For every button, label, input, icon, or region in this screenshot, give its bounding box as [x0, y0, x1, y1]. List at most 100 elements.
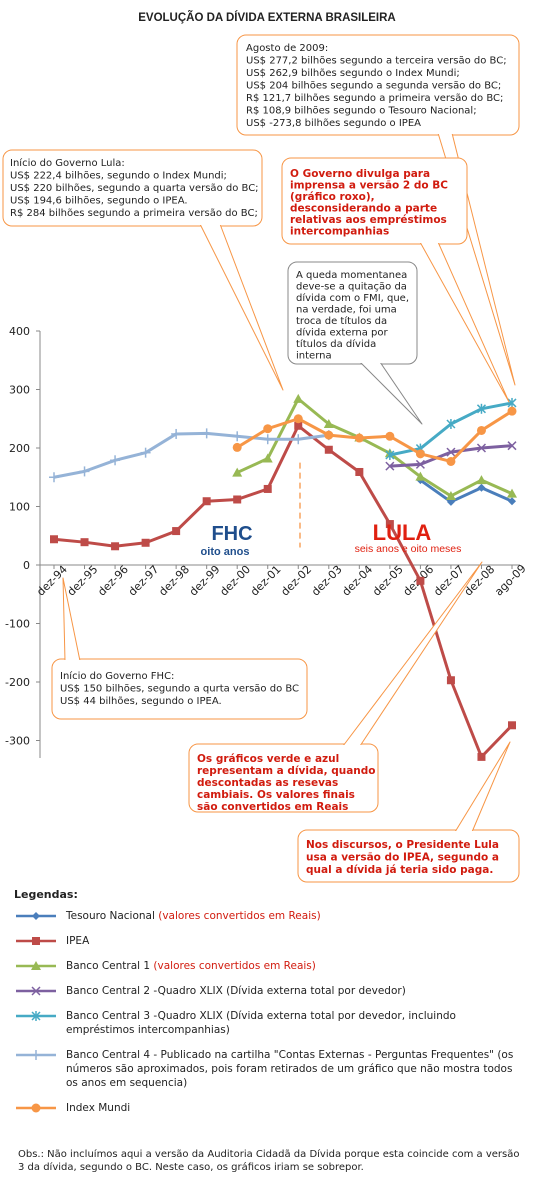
- callout-line: US$ 204 bilhões segundo a segunda versão…: [246, 81, 501, 92]
- legend-label: Banco Central 3 -Quadro XLIX (Dívida ext…: [66, 1010, 456, 1036]
- callout-line: qual a dívida já teria sido paga.: [306, 864, 493, 876]
- x-tick-label: dez-99: [187, 563, 223, 599]
- data-point: [446, 456, 456, 466]
- x-tick-label: dez-05: [370, 563, 406, 599]
- callout-line: US$ 277,2 bilhões segundo a terceira ver…: [246, 56, 507, 67]
- legend-marker: [31, 961, 41, 970]
- callout-line: dívida com o FMI, que,: [296, 292, 409, 304]
- x-tick-label: dez-03: [309, 563, 345, 599]
- data-point: [141, 538, 150, 547]
- data-point: [385, 431, 395, 441]
- legend-title: Legendas:: [14, 888, 78, 901]
- data-point: [476, 443, 486, 453]
- callout-fill: [299, 831, 518, 881]
- series-2: [232, 393, 517, 500]
- callout-agosto: Agosto de 2009: US$ 277,2 bilhões segundo…: [236, 34, 520, 386]
- callout-line: títulos da dívida: [296, 338, 376, 350]
- callout-line: troca de títulos da: [296, 315, 387, 327]
- data-point: [233, 495, 242, 504]
- data-point: [446, 419, 456, 430]
- data-point: [508, 497, 516, 506]
- legend-swatch: [16, 1103, 56, 1113]
- data-point: [110, 455, 121, 466]
- data-point: [232, 442, 242, 452]
- callout-line: US$ 194,6 bilhões, segundo o IPEA.: [10, 196, 188, 207]
- debt-evolution-chart: EVOLUÇÃO DA DÍVIDA EXTERNA BRASILEIRA 40…: [2, 11, 529, 883]
- legend-label: IPEA: [66, 935, 90, 947]
- callout-line: descontadas as resevas: [197, 777, 338, 789]
- series-line: [236, 397, 513, 498]
- data-point: [293, 434, 304, 445]
- data-point: [323, 419, 334, 429]
- data-point: [232, 431, 243, 442]
- data-point: [263, 424, 273, 434]
- x-tick-label: dez-96: [95, 563, 131, 599]
- callout-fill: [190, 745, 377, 811]
- data-point: [385, 461, 395, 471]
- data-point: [476, 475, 487, 485]
- legend-item: IPEA: [14, 934, 524, 948]
- x-tick-label: dez-00: [217, 563, 253, 599]
- callout-line: interna: [296, 351, 332, 362]
- data-point: [294, 421, 303, 430]
- legend-swatch: [16, 912, 56, 920]
- legend-item: Banco Central 3 -Quadro XLIX (Dívida ext…: [14, 1009, 524, 1037]
- obs-note: Obs.: Não incluímos aqui a versão da Aud…: [18, 1149, 520, 1173]
- x-tick-label: dez-04: [340, 563, 376, 599]
- data-point: [385, 520, 394, 529]
- callout-line: imprensa a versão 2 do BC: [290, 180, 448, 192]
- data-point: [201, 428, 212, 439]
- x-tick-label: dez-97: [126, 563, 162, 599]
- y-tick-label: 300: [9, 384, 30, 397]
- series-5: [49, 428, 334, 483]
- series-0: [416, 476, 516, 506]
- callout-fhc-start: Início do Governo FHC: US$ 150 bilhões, s…: [51, 577, 308, 720]
- data-point: [49, 472, 59, 483]
- legend-label: Index Mundi: [66, 1102, 131, 1114]
- data-point: [354, 433, 364, 443]
- callout-line: cambiais. Os valores finais: [197, 789, 355, 801]
- legend-swatch: [16, 986, 56, 996]
- callout-fill: [53, 660, 306, 718]
- legend-marker: [31, 986, 41, 996]
- data-point: [263, 484, 272, 493]
- callout-line: Agosto de 2009:: [246, 43, 328, 54]
- data-point: [507, 397, 517, 408]
- callout-line: representam a dívida, quando: [197, 765, 376, 777]
- data-point: [445, 490, 456, 500]
- y-tick-label: -100: [5, 618, 30, 631]
- legend-note: (valores convertidos em Reais): [150, 960, 316, 972]
- lula-label: LULA: [373, 520, 432, 545]
- data-point: [111, 542, 120, 551]
- callout-pointer: [199, 223, 284, 391]
- callout-line: dívida externa por: [296, 327, 388, 339]
- x-tick-label: dez-01: [248, 563, 284, 599]
- y-tick-label: -300: [5, 735, 30, 748]
- callout-line: Início do Governo Lula:: [10, 157, 125, 169]
- data-point: [324, 445, 333, 454]
- callout-fill: [289, 263, 416, 363]
- callout-line: usa a versão do IPEA, segundo a: [306, 852, 499, 864]
- data-point: [446, 447, 456, 457]
- series-line: [236, 409, 513, 463]
- data-point: [476, 403, 486, 414]
- data-point: [477, 483, 486, 492]
- data-point: [262, 434, 273, 445]
- callout-line: Os gráficos verde e azul: [197, 753, 339, 765]
- callout-line: são convertidos em Reais: [197, 801, 348, 813]
- callout-line: R$ 121,7 bilhões segundo a primeira vers…: [246, 93, 503, 104]
- legend-marker: [31, 1050, 41, 1060]
- callout-line: R$ 108,9 bilhões segundo o Tesouro Nacio…: [246, 106, 477, 117]
- x-tick-label: dez-02: [278, 563, 314, 599]
- x-tick-label: ago-09: [492, 562, 529, 599]
- legend-swatch: [16, 1011, 56, 1021]
- callout-fill: [238, 36, 518, 134]
- data-point: [507, 488, 517, 498]
- data-point: [80, 538, 89, 547]
- legend-marker: [32, 937, 40, 945]
- data-point: [50, 535, 58, 544]
- callout-line: desconsiderando a parte: [290, 203, 437, 215]
- series-6: [232, 406, 517, 466]
